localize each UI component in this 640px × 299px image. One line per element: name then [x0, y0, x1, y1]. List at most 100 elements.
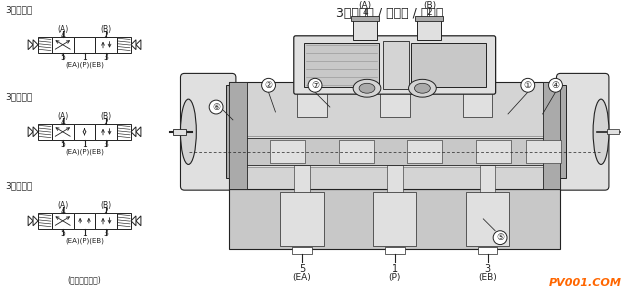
Bar — [74, 213, 95, 229]
Polygon shape — [131, 216, 136, 226]
Bar — [38, 124, 52, 140]
Bar — [385, 247, 404, 254]
Text: (B): (B) — [100, 25, 112, 34]
Text: (B): (B) — [100, 112, 112, 121]
Text: ④: ④ — [552, 81, 559, 90]
Bar — [95, 213, 117, 229]
Bar — [410, 43, 486, 87]
Bar — [543, 82, 561, 189]
Polygon shape — [28, 216, 33, 226]
Bar — [292, 247, 312, 254]
Polygon shape — [28, 40, 33, 50]
Text: 3位中封式: 3位中封式 — [5, 5, 33, 14]
Bar — [52, 37, 74, 53]
Bar — [74, 37, 95, 53]
Bar — [52, 124, 74, 140]
Text: 3位中压式: 3位中压式 — [5, 181, 33, 190]
Text: 1: 1 — [82, 229, 87, 238]
Bar — [303, 43, 379, 87]
Bar — [373, 192, 417, 245]
Text: (EA): (EA) — [292, 273, 311, 282]
Text: 3: 3 — [484, 264, 491, 274]
Text: 4: 4 — [60, 207, 65, 216]
Text: (EA)(P)(EB): (EA)(P)(EB) — [65, 149, 104, 155]
Bar — [229, 189, 561, 248]
Text: ①: ① — [524, 81, 532, 90]
Bar — [607, 129, 619, 134]
Bar — [297, 87, 326, 117]
Polygon shape — [136, 127, 141, 137]
Ellipse shape — [408, 79, 436, 97]
Bar — [239, 138, 550, 165]
Text: ⑥: ⑥ — [212, 103, 220, 112]
Bar — [407, 140, 442, 164]
Text: 1: 1 — [392, 264, 398, 274]
Bar — [229, 82, 561, 189]
Bar — [231, 136, 559, 167]
Bar — [466, 192, 509, 245]
Bar — [351, 16, 379, 21]
Text: 5: 5 — [60, 53, 65, 62]
Text: 2: 2 — [104, 118, 109, 127]
Ellipse shape — [415, 83, 430, 93]
Text: 4: 4 — [362, 8, 368, 17]
Bar — [463, 87, 492, 117]
Polygon shape — [33, 127, 38, 137]
Text: 2: 2 — [426, 8, 432, 17]
Text: 5: 5 — [299, 264, 305, 274]
Bar — [173, 129, 186, 135]
Ellipse shape — [180, 99, 196, 164]
Bar — [229, 82, 247, 189]
Text: (EA)(P)(EB): (EA)(P)(EB) — [65, 238, 104, 244]
Ellipse shape — [359, 83, 375, 93]
Text: ⑦: ⑦ — [311, 81, 319, 90]
Text: 1: 1 — [82, 53, 87, 62]
Bar — [270, 140, 305, 164]
Bar — [52, 213, 74, 229]
Text: (B): (B) — [100, 201, 112, 210]
Bar — [38, 37, 52, 53]
Bar — [95, 124, 117, 140]
Bar — [557, 85, 566, 178]
Text: 3位中泄式: 3位中泄式 — [5, 92, 33, 101]
FancyBboxPatch shape — [557, 73, 609, 190]
Text: 2: 2 — [104, 207, 109, 216]
Polygon shape — [136, 216, 141, 226]
Bar — [74, 124, 95, 140]
Bar — [339, 140, 374, 164]
Bar — [294, 165, 310, 192]
Bar — [525, 140, 561, 164]
Text: (A): (A) — [358, 1, 372, 10]
Bar — [476, 140, 511, 164]
Bar — [117, 37, 131, 53]
Circle shape — [548, 78, 563, 92]
Text: ⑤: ⑤ — [496, 233, 504, 242]
Bar — [387, 165, 403, 192]
Bar — [226, 85, 236, 178]
Text: (B): (B) — [423, 1, 436, 10]
Bar — [415, 16, 443, 21]
Ellipse shape — [593, 99, 609, 164]
FancyBboxPatch shape — [294, 36, 495, 94]
Polygon shape — [33, 216, 38, 226]
FancyBboxPatch shape — [180, 73, 236, 190]
Ellipse shape — [353, 79, 381, 97]
Bar — [380, 87, 410, 117]
Text: 2: 2 — [104, 31, 109, 40]
Bar — [95, 37, 117, 53]
Circle shape — [209, 100, 223, 114]
Bar — [353, 20, 377, 40]
Circle shape — [493, 231, 507, 245]
Bar — [117, 124, 131, 140]
Text: (EA)(P)(EB): (EA)(P)(EB) — [65, 62, 104, 68]
Text: (A): (A) — [57, 201, 68, 210]
Text: 1: 1 — [82, 140, 87, 149]
Bar — [477, 247, 497, 254]
Text: (EB): (EB) — [478, 273, 497, 282]
Text: PV001.COM: PV001.COM — [548, 278, 622, 288]
Bar — [280, 192, 324, 245]
Text: 3位中封式 / 中泄式 / 中压式: 3位中封式 / 中泄式 / 中压式 — [335, 7, 443, 20]
Text: 3: 3 — [104, 229, 109, 238]
Circle shape — [262, 78, 275, 92]
Text: 4: 4 — [60, 118, 65, 127]
